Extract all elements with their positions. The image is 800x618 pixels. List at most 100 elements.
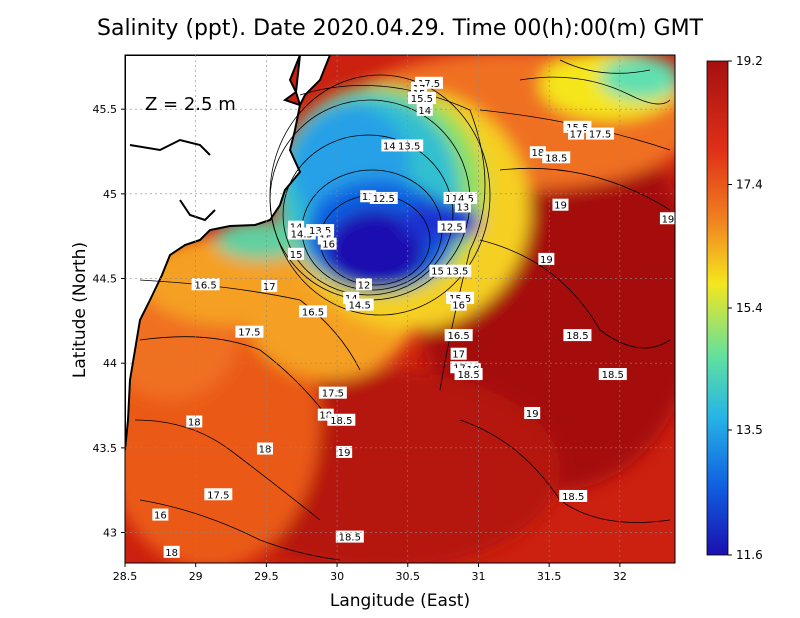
contour-label: 19 xyxy=(524,406,541,420)
x-axis-label: Langitude (East) xyxy=(330,591,470,611)
colorbar-tick-label: 11.6 xyxy=(736,548,763,562)
svg-text:17.5: 17.5 xyxy=(322,389,344,400)
x-tick-label: 29.5 xyxy=(254,570,279,583)
svg-text:18.5: 18.5 xyxy=(457,370,479,381)
svg-text:17.5: 17.5 xyxy=(238,328,260,339)
contour-label: 17.5 xyxy=(586,127,615,141)
svg-text:19: 19 xyxy=(662,214,675,225)
svg-text:18: 18 xyxy=(259,445,272,456)
contour-label: 14 xyxy=(416,103,433,117)
contour-label: 19 xyxy=(336,445,353,459)
x-tick-label: 29 xyxy=(189,570,203,583)
svg-text:18: 18 xyxy=(165,548,178,559)
svg-text:13.5: 13.5 xyxy=(398,141,420,152)
svg-text:15: 15 xyxy=(431,267,444,278)
svg-text:16.5: 16.5 xyxy=(448,331,470,342)
contour-label: 17.5 xyxy=(235,325,264,339)
svg-text:16: 16 xyxy=(154,511,167,522)
depth-label: Z = 2.5 m xyxy=(145,94,236,115)
contour-label: 18 xyxy=(529,146,546,159)
contour-label: 18 xyxy=(163,545,180,559)
colorbar-tick-label: 17.4 xyxy=(736,178,763,192)
contour-label: 18.5 xyxy=(563,329,592,342)
svg-text:18: 18 xyxy=(319,411,332,422)
svg-text:16.5: 16.5 xyxy=(302,307,324,318)
contour-label: 18.5 xyxy=(335,530,364,544)
y-tick-label: 43 xyxy=(103,527,117,540)
svg-text:17: 17 xyxy=(452,350,465,361)
svg-text:14.5: 14.5 xyxy=(349,301,371,312)
contour-label: 14.5 xyxy=(345,298,374,312)
svg-text:18.5: 18.5 xyxy=(545,153,567,164)
svg-text:15.5: 15.5 xyxy=(411,94,433,105)
contour-label: 13.5 xyxy=(443,264,472,278)
chart-title: Salinity (ppt). Date 2020.04.29. Time 00… xyxy=(97,16,703,41)
svg-text:17.5: 17.5 xyxy=(589,130,611,141)
svg-text:18.5: 18.5 xyxy=(339,533,361,544)
contour-label: 15 xyxy=(288,247,305,261)
contour-label: 16 xyxy=(320,237,337,251)
x-axis: 28.5 29 29.5 30 30.5 31 31.5 32 xyxy=(113,563,627,583)
contour-label: 13 xyxy=(454,200,471,213)
svg-text:19: 19 xyxy=(540,255,553,266)
x-tick-label: 30.5 xyxy=(396,570,421,583)
svg-text:12: 12 xyxy=(358,280,371,291)
svg-text:14: 14 xyxy=(383,141,396,152)
y-axis: 43 43.5 44 44.5 45 45.5 xyxy=(93,103,125,540)
contour-label: 17 xyxy=(261,279,278,293)
x-tick-label: 30 xyxy=(330,570,344,583)
contour-label: 17.5 xyxy=(318,386,347,400)
contour-label: 18 xyxy=(186,415,203,428)
x-tick-label: 31 xyxy=(471,570,485,583)
svg-text:13.5: 13.5 xyxy=(309,226,331,237)
svg-text:18.5: 18.5 xyxy=(330,416,352,427)
y-tick-label: 44.5 xyxy=(93,273,118,286)
svg-text:14.5: 14.5 xyxy=(291,229,313,240)
contour-label: 18.5 xyxy=(454,368,483,381)
svg-text:15: 15 xyxy=(290,250,303,261)
x-tick-label: 32 xyxy=(613,570,627,583)
contour-label: 19 xyxy=(552,198,569,212)
contour-label: 15.5 xyxy=(407,92,436,105)
svg-text:17.5: 17.5 xyxy=(207,490,229,501)
contour-label: 19 xyxy=(538,252,555,266)
contour-label: 15 xyxy=(429,264,446,278)
contour-label: 17 xyxy=(450,347,467,361)
contour-label: 14 xyxy=(381,139,398,152)
contour-label: 18.5 xyxy=(559,489,588,503)
contour-label: 12.5 xyxy=(369,191,398,205)
y-tick-label: 43.5 xyxy=(93,442,118,455)
contour-label: 18.5 xyxy=(327,413,356,427)
contour-label: 16 xyxy=(450,298,467,312)
svg-text:19: 19 xyxy=(554,201,567,212)
grid-lines xyxy=(125,55,675,563)
contour-label: 18.5 xyxy=(598,368,627,381)
svg-text:12.5: 12.5 xyxy=(440,223,462,234)
svg-text:18.5: 18.5 xyxy=(602,370,624,381)
svg-text:17.5: 17.5 xyxy=(418,79,440,90)
svg-text:18: 18 xyxy=(188,417,201,428)
svg-text:17: 17 xyxy=(263,282,276,293)
svg-text:17: 17 xyxy=(570,130,583,141)
svg-text:12.5: 12.5 xyxy=(373,194,395,205)
contour-label: 13.5 xyxy=(395,139,424,152)
svg-text:18.5: 18.5 xyxy=(566,331,588,342)
colorbar-ticks: 19.2 17.4 15.4 13.5 11.6 xyxy=(728,54,763,562)
y-tick-label: 45 xyxy=(103,188,117,201)
x-tick-label: 31.5 xyxy=(537,570,562,583)
contour-label: 16 xyxy=(152,508,169,522)
svg-text:19: 19 xyxy=(338,448,351,459)
colorbar-tick-label: 19.2 xyxy=(736,54,763,68)
plot-frame xyxy=(124,54,676,564)
svg-text:14.5: 14.5 xyxy=(452,194,474,205)
svg-text:14: 14 xyxy=(418,106,431,117)
y-tick-label: 44 xyxy=(103,357,117,370)
salinity-field: 17.5171515.5141413.51312.51514.51312.514… xyxy=(125,55,675,563)
svg-text:18.5: 18.5 xyxy=(562,492,584,503)
svg-text:13: 13 xyxy=(457,202,470,213)
contour-label: 16.5 xyxy=(299,305,328,318)
contour-label: 19 xyxy=(659,212,675,225)
colorbar-tick-label: 13.5 xyxy=(736,423,763,437)
svg-text:16: 16 xyxy=(452,301,465,312)
